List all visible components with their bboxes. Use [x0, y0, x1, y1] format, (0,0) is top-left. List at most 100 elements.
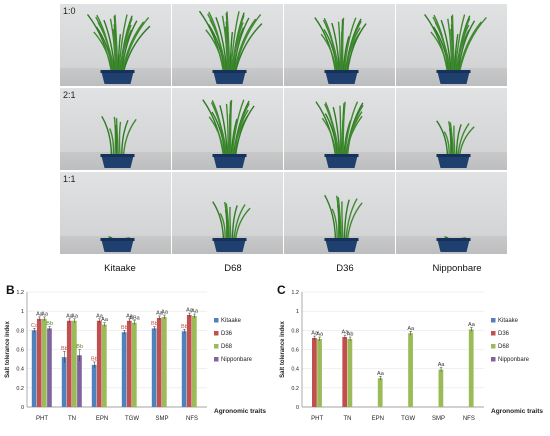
y-tick-label: 0.2 — [16, 386, 24, 392]
bar-d68-nfs — [468, 329, 474, 407]
significance-label: Aa — [186, 308, 194, 314]
legend-swatch-nipponbare — [214, 357, 219, 362]
legend-swatch-kitaake — [214, 318, 219, 323]
rice-plant-icon — [100, 115, 137, 168]
variety-label-d68: D68 — [224, 263, 242, 274]
significance-label: Aa — [161, 310, 169, 316]
bar-kitaake-tn — [61, 357, 67, 407]
legend-label-d36: D36 — [498, 331, 510, 337]
rice-plant-icon — [314, 17, 367, 84]
bar-kitaake-nfs — [181, 331, 187, 407]
significance-label: Bb — [46, 321, 53, 327]
x-tick-label: EPN — [372, 416, 384, 422]
significance-label: Bb — [61, 346, 68, 352]
legend-swatch-d68 — [491, 344, 496, 349]
bar-d68-pht — [42, 318, 47, 407]
x-tick-label: NFS — [186, 416, 198, 422]
rice-plant-icon — [324, 194, 363, 252]
y-tick-label: 1 — [21, 309, 24, 315]
y-tick-label: 0 — [296, 405, 299, 411]
significance-label: Aa — [101, 317, 109, 323]
rice-plant-icon — [436, 236, 471, 252]
bar-d68-smp — [162, 316, 167, 407]
x-tick-label: PHT — [36, 416, 48, 422]
bar-d36-pht — [312, 338, 317, 407]
bar-d36-nfs — [186, 315, 192, 407]
rice-plant-icon — [436, 120, 475, 168]
legend-label-kitaake: Kitaake — [221, 318, 242, 324]
x-tick-label: EPN — [96, 416, 108, 422]
plant-photo-grid: 1:0 2:1 1:1 — [60, 0, 550, 258]
y-tick-label: 0.8 — [16, 328, 24, 334]
significance-label: Aa — [407, 326, 415, 332]
significance-label: Aa — [156, 310, 164, 316]
y-tick-label: 1 — [296, 309, 299, 315]
bar-d68-nfs — [192, 315, 197, 407]
significance-label: Aa — [126, 313, 134, 319]
y-tick-label: 0.8 — [291, 328, 299, 334]
x-tick-label: SMP — [155, 416, 168, 422]
legend-label-nipponbare: Nipponbare — [498, 357, 530, 363]
bar-kitaake-tgw — [121, 332, 127, 407]
legend-label-nipponbare: Nipponbare — [221, 357, 253, 363]
significance-label: Aa — [311, 331, 319, 337]
y-tick-label: 0 — [21, 405, 24, 411]
legend-swatch-d36 — [491, 331, 496, 336]
x-tick-label: TN — [68, 416, 76, 422]
significance-label: Aa — [438, 362, 446, 368]
photo-cell-1-0-nipponbare — [396, 4, 507, 86]
bar-d68-pht — [317, 338, 322, 407]
x-tick-label: NFS — [463, 416, 475, 422]
significance-label: Aa — [41, 311, 49, 317]
significance-label: Bb — [91, 356, 98, 362]
significance-label: Aa — [96, 313, 104, 319]
bar-d68-tgw — [132, 322, 137, 407]
bar-d68-epn — [377, 378, 383, 407]
photo-cell-2-1-d36 — [284, 88, 395, 170]
y-tick-label: 0.6 — [291, 348, 299, 354]
y-axis-label: Salt tolerance index — [280, 320, 286, 377]
photo-cell-1-1-nipponbare — [396, 172, 507, 254]
x-axis-label: Agronomic traits — [491, 408, 543, 415]
panel-label-c: C — [277, 283, 286, 297]
photo-cell-2-1-kitaake: 2:1 — [60, 88, 171, 170]
salt-ratio-label: 1:1 — [63, 174, 76, 184]
significance-label: ABa — [129, 315, 140, 321]
significance-label: Bb — [151, 321, 158, 327]
bar-d36-tn — [66, 320, 72, 407]
rice-plant-icon — [198, 10, 263, 84]
significance-label: Aa — [191, 309, 199, 315]
legend-swatch-d68 — [214, 344, 219, 349]
significance-label: Aa — [377, 371, 385, 377]
bar-d36-epn — [96, 320, 102, 407]
significance-label: Bb — [121, 325, 128, 331]
photo-cell-2-1-nipponbare — [396, 88, 507, 170]
legend-swatch-kitaake — [491, 318, 496, 323]
significance-label: Bb — [181, 324, 188, 330]
x-tick-label: PHT — [311, 416, 323, 422]
y-tick-label: 0.6 — [16, 348, 24, 354]
bar-kitaake-pht — [31, 330, 37, 407]
y-tick-label: 1.2 — [16, 290, 24, 296]
significance-label: Aa — [342, 330, 350, 336]
bar-d68-tgw — [408, 333, 413, 407]
bar-d36-smp — [156, 317, 162, 407]
bar-nipponbare-tn — [77, 355, 82, 407]
x-tick-label: TGW — [401, 416, 415, 422]
salt-ratio-label: 1:0 — [63, 6, 76, 16]
significance-label: Aa — [316, 332, 324, 338]
salt-ratio-label: 2:1 — [63, 90, 76, 100]
significance-label: Aa — [71, 313, 79, 319]
y-tick-label: 1.2 — [291, 290, 299, 296]
photo-cell-1-0-kitaake: 1:0 — [60, 4, 171, 86]
significance-label: Aa — [36, 311, 44, 317]
y-tick-label: 0.2 — [291, 386, 299, 392]
significance-label: Cc — [31, 323, 38, 329]
photo-cell-1-1-kitaake: 1:1 — [60, 172, 171, 254]
rice-plant-icon — [424, 13, 487, 84]
photo-cell-1-0-d68 — [172, 4, 283, 86]
bar-nipponbare-pht — [47, 328, 52, 407]
rice-plant-icon — [315, 101, 364, 168]
